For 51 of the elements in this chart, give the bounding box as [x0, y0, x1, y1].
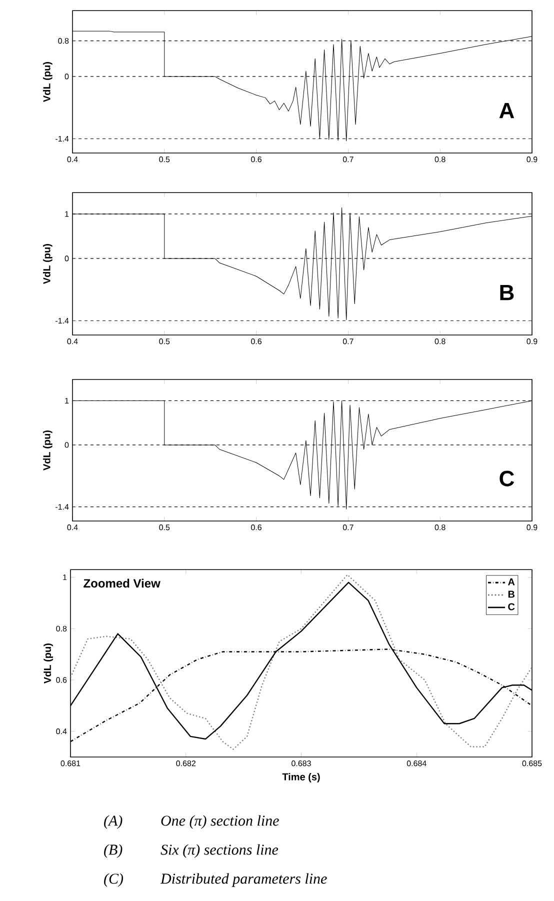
x-tick-label: 0.6 [251, 524, 262, 530]
legend-label: A [508, 578, 515, 586]
y-tick-label: 0.8 [58, 38, 69, 44]
x-tick-label: 0.8 [434, 338, 446, 344]
y-tick-label: 0.8 [56, 626, 67, 632]
y-tick-label: 1 [63, 574, 67, 580]
y-tick-label: 0 [64, 74, 69, 80]
x-tick-label: 0.5 [159, 524, 170, 530]
text: (B) [104, 844, 122, 858]
x-tick-label: 0.7 [342, 338, 354, 344]
x-tick-label: 0.5 [159, 338, 170, 344]
text: One (π) section line [161, 815, 279, 829]
x-tick-label: 0.9 [526, 524, 538, 530]
x-tick-label: 0.681 [60, 760, 80, 766]
y-axis-title: VdL (pu) [42, 430, 52, 470]
y-tick-label: 0.6 [56, 677, 67, 683]
x-tick-label: 0.5 [159, 156, 170, 162]
x-tick-label: 0.683 [292, 760, 311, 766]
y-tick-label: 1 [65, 398, 69, 404]
y-tick-label: 0.4 [56, 728, 67, 734]
x-tick-label: 0.6 [251, 156, 262, 162]
x-tick-label: 0.7 [342, 156, 354, 162]
y-tick-label: -1.4 [56, 318, 69, 324]
legend-label: B [508, 590, 515, 598]
annotation: B [500, 285, 514, 300]
x-tick-label: 0.684 [406, 760, 426, 766]
text: Six (π) sections line [160, 844, 278, 858]
x-tick-label: 0.7 [342, 524, 354, 530]
y-tick-label: 0 [64, 256, 69, 262]
text: (A) [104, 815, 122, 829]
y-tick-label: -1.4 [56, 504, 69, 510]
annotation: C [500, 470, 514, 486]
annotation: A [499, 103, 514, 118]
legend-label: C [508, 603, 515, 610]
x-tick-label: 0.6 [251, 338, 262, 344]
text: Zoomed View [84, 578, 160, 588]
text: Distributed parameters line [160, 873, 327, 887]
x-axis-title: Time (s) [282, 773, 320, 782]
x-tick-label: 0.685 [522, 760, 542, 766]
y-tick-label: 1 [65, 211, 69, 217]
y-axis-title: VdL (pu) [42, 62, 52, 102]
y-axis-title: VdL (pu) [42, 244, 52, 284]
x-tick-label: 0.682 [176, 760, 196, 766]
y-tick-label: 0 [64, 442, 69, 448]
y-axis-title: VdL (pu) [44, 644, 53, 684]
x-tick-label: 0.8 [434, 524, 446, 530]
text: (C) [104, 873, 124, 887]
x-tick-label: 0.9 [526, 338, 538, 344]
y-tick-label: -1.4 [56, 136, 69, 142]
x-tick-label: 0.9 [526, 156, 538, 162]
x-tick-label: 0.8 [434, 156, 446, 162]
